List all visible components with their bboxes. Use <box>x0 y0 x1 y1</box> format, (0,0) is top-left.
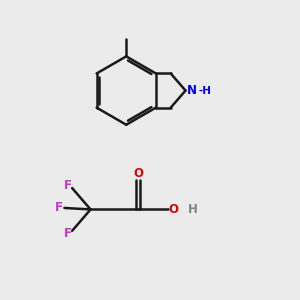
Text: H: H <box>188 203 198 216</box>
Text: F: F <box>55 202 62 214</box>
Text: F: F <box>64 178 72 192</box>
Text: O: O <box>133 167 143 180</box>
Text: N: N <box>187 84 197 97</box>
Text: O: O <box>169 203 179 216</box>
Text: F: F <box>64 227 72 240</box>
Text: -H: -H <box>198 86 211 96</box>
